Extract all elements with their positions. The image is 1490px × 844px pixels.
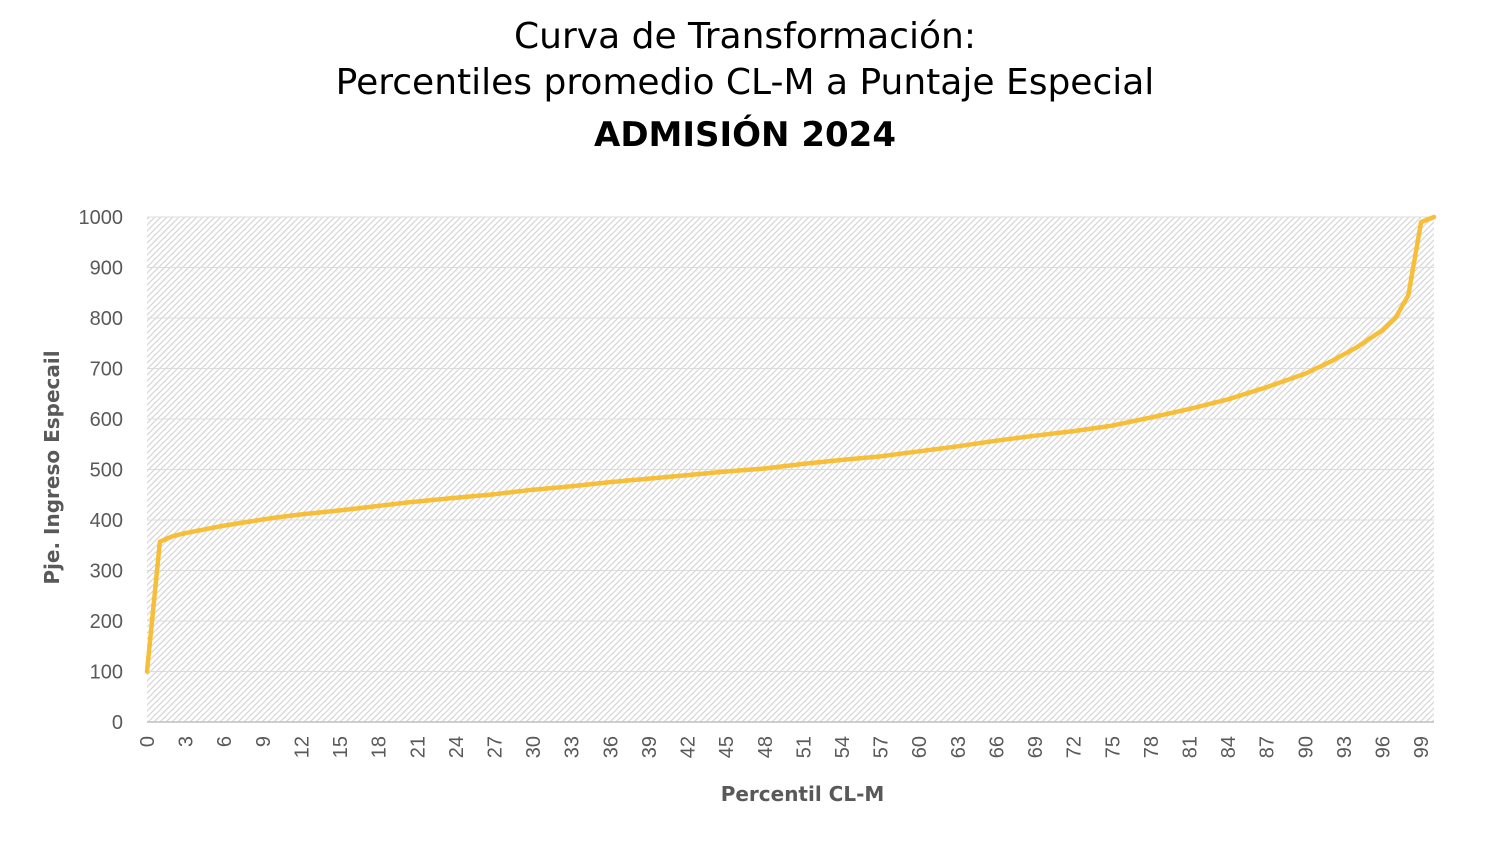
y-tick-label: 300 <box>90 561 123 583</box>
y-tick-labels: 0 100 200 300 400 500 600 700 800 900 1000 <box>79 207 124 734</box>
y-tick-label: 700 <box>90 359 123 381</box>
y-tick-label: 100 <box>90 662 123 684</box>
x-tick-label: 42 <box>678 736 700 758</box>
y-tick-label: 200 <box>90 611 123 633</box>
x-tick-label: 6 <box>214 736 236 747</box>
x-tick-label: 93 <box>1334 736 1356 758</box>
y-tick-label: 500 <box>90 460 123 482</box>
x-tick-label: 78 <box>1141 736 1163 758</box>
x-tick-labels: 0 3 6 9 12 15 18 21 24 27 30 33 36 39 42 45 48 51 54 57 60 63… <box>137 736 1433 758</box>
x-tick-label: 96 <box>1373 736 1395 758</box>
chart-title-block: Curva de Transformación: Percentiles pro… <box>0 14 1490 158</box>
x-tick-label: 33 <box>562 736 584 758</box>
series-group <box>144 214 1437 674</box>
x-tick-label: 69 <box>1025 736 1047 758</box>
x-tick-label: 54 <box>832 736 854 758</box>
x-tick-label: 87 <box>1257 736 1279 758</box>
y-tick-label: 0 <box>112 712 123 734</box>
x-tick-label: 90 <box>1295 736 1317 758</box>
x-tick-label: 27 <box>484 736 506 758</box>
y-tick-label: 1000 <box>79 207 124 229</box>
y-tick-label: 800 <box>90 308 123 330</box>
x-tick-label: 84 <box>1218 736 1240 758</box>
x-tick-label: 12 <box>291 736 313 758</box>
x-tick-label: 15 <box>330 736 352 758</box>
x-tick-label: 0 <box>137 736 159 747</box>
y-axis-title: Pje. Ingreso Especail <box>40 350 64 584</box>
x-tick-label: 45 <box>716 736 738 758</box>
x-tick-label: 30 <box>523 736 545 758</box>
x-tick-label: 48 <box>755 736 777 758</box>
x-tick-label: 57 <box>871 736 893 758</box>
x-tick-label: 24 <box>446 736 468 758</box>
x-tick-label: 99 <box>1411 736 1433 758</box>
x-tick-label: 36 <box>600 736 622 758</box>
x-tick-label: 21 <box>407 736 429 758</box>
x-tick-label: 75 <box>1102 736 1124 758</box>
y-tick-label: 600 <box>90 409 123 431</box>
x-tick-label: 9 <box>253 736 275 747</box>
x-tick-label: 72 <box>1064 736 1086 758</box>
x-axis-title: Percentil CL-M <box>721 782 885 806</box>
x-tick-label: 18 <box>369 736 391 758</box>
y-tick-label: 400 <box>90 510 123 532</box>
x-tick-label: 81 <box>1179 736 1201 758</box>
x-tick-label: 60 <box>909 736 931 758</box>
x-tick-label: 39 <box>639 736 661 758</box>
chart-subtitle: ADMISIÓN 2024 <box>594 115 896 155</box>
x-tick-label: 66 <box>986 736 1008 758</box>
x-tick-label: 3 <box>176 736 198 747</box>
x-tick-label: 63 <box>948 736 970 758</box>
chart-title-line-2: Percentiles promedio CL-M a Puntaje Espe… <box>335 62 1155 103</box>
y-tick-label: 900 <box>90 258 123 280</box>
x-tick-label: 51 <box>793 736 815 758</box>
series-line <box>144 214 1437 674</box>
chart-title-line-1: Curva de Transformación: <box>514 16 976 57</box>
